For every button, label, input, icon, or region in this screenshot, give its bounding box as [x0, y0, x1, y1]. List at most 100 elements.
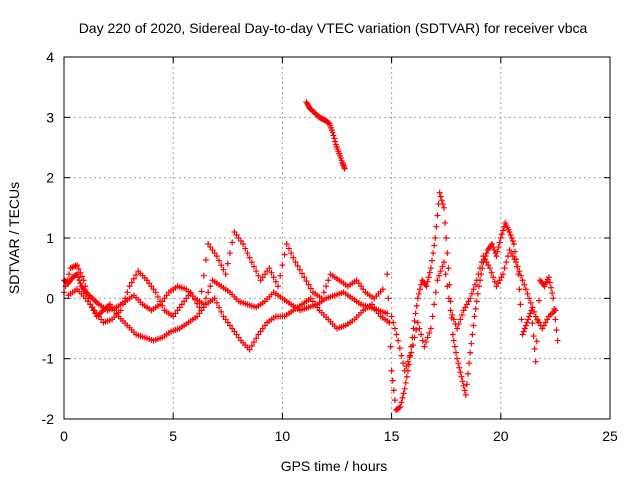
data-point	[371, 304, 378, 311]
data-point	[469, 331, 476, 338]
data-point	[83, 289, 90, 296]
data-point	[467, 349, 474, 356]
data-point	[207, 244, 214, 251]
data-point	[529, 320, 536, 327]
data-point	[235, 235, 242, 241]
grid-lines	[64, 57, 610, 419]
data-point	[427, 265, 434, 272]
data-point	[525, 316, 532, 323]
data-point	[222, 316, 229, 323]
data-point	[294, 262, 301, 269]
data-point	[462, 391, 469, 398]
data-point	[194, 300, 201, 307]
data-point	[98, 316, 105, 323]
data-point	[189, 293, 196, 300]
data-point	[170, 313, 177, 320]
data-point	[288, 250, 295, 257]
data-point	[393, 331, 400, 338]
data-point	[424, 278, 431, 285]
data-point	[422, 339, 429, 346]
data-point	[216, 257, 223, 264]
data-point	[248, 342, 255, 349]
data-point	[283, 241, 290, 248]
data-point	[111, 307, 118, 314]
data-point	[414, 295, 421, 302]
data-point	[431, 242, 438, 249]
data-point	[444, 250, 451, 257]
series-arc3	[65, 228, 386, 326]
data-point	[233, 231, 240, 238]
data-point	[314, 304, 321, 311]
data-point	[411, 317, 418, 324]
data-point	[406, 354, 413, 361]
data-point	[355, 280, 362, 287]
data-point	[455, 320, 462, 327]
data-point	[545, 274, 552, 281]
data-point	[470, 286, 477, 293]
data-point	[527, 299, 534, 306]
data-point	[126, 283, 133, 290]
data-point	[490, 274, 497, 281]
data-point	[491, 278, 498, 285]
data-point	[508, 250, 515, 257]
data-point	[65, 271, 72, 278]
data-point	[181, 298, 188, 305]
data-point	[220, 313, 227, 320]
data-point	[329, 129, 336, 136]
data-point	[117, 307, 124, 314]
data-point	[229, 239, 236, 246]
data-point	[531, 345, 538, 352]
data-point	[481, 256, 488, 263]
data-point	[404, 358, 411, 365]
data-point	[387, 343, 394, 350]
data-point	[74, 262, 81, 269]
data-point	[353, 277, 360, 284]
data-point	[385, 295, 392, 302]
data-point	[307, 285, 314, 292]
data-point	[124, 289, 131, 296]
data-point	[521, 281, 528, 288]
data-point	[413, 327, 420, 334]
data-point	[375, 310, 382, 317]
data-point	[418, 331, 425, 338]
data-point	[485, 262, 492, 269]
data-point	[480, 253, 487, 260]
data-point	[450, 316, 457, 323]
data-point	[459, 311, 466, 318]
data-point	[493, 283, 500, 290]
data-point	[456, 364, 463, 371]
data-point	[408, 349, 415, 356]
data-point	[312, 301, 319, 308]
data-point	[91, 307, 98, 314]
y-tick-label: 3	[46, 109, 54, 125]
data-point	[473, 298, 480, 305]
data-point	[95, 313, 102, 320]
data-point	[391, 325, 398, 332]
data-point	[264, 268, 271, 275]
data-point	[391, 397, 398, 404]
data-point	[176, 304, 183, 311]
data-point	[89, 304, 96, 311]
data-point	[205, 241, 212, 248]
data-point	[501, 265, 508, 272]
data-point	[454, 325, 461, 332]
data-point	[458, 373, 465, 380]
data-point	[384, 271, 391, 278]
data-point	[216, 304, 223, 311]
data-point	[514, 263, 521, 270]
data-point	[270, 274, 277, 281]
data-point	[341, 165, 348, 172]
data-point	[185, 292, 192, 299]
data-point	[549, 290, 556, 297]
data-point	[533, 338, 540, 345]
y-tick-label: 4	[46, 49, 54, 65]
y-tick-label: 2	[46, 170, 54, 186]
data-point	[235, 334, 242, 341]
data-point	[82, 283, 89, 290]
data-point	[430, 250, 437, 257]
data-point	[414, 319, 421, 326]
data-point	[550, 295, 557, 302]
data-point	[447, 307, 454, 314]
data-point	[390, 319, 397, 326]
data-point	[443, 235, 450, 241]
